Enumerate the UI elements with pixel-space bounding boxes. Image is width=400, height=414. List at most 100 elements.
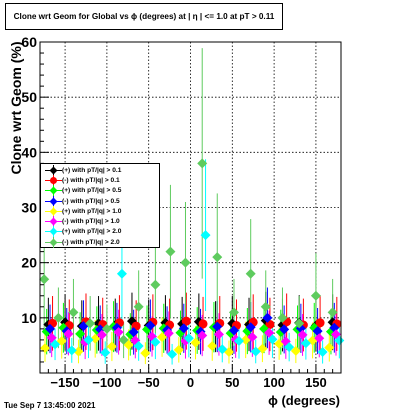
data-point-s7-p15 [277, 312, 288, 323]
data-point-s7-p18 [327, 307, 338, 318]
legend-marker-icon [45, 195, 62, 207]
legend-marker-icon [45, 216, 62, 228]
legend-marker-icon [45, 185, 62, 197]
data-point-s6-p14 [284, 342, 295, 353]
data-point-s7-p5 [118, 334, 129, 345]
data-point-s1-p8 [181, 316, 191, 326]
data-point-s5-p10 [213, 329, 224, 340]
data-point-s6-p1 [66, 345, 77, 356]
legend-marker-icon [45, 174, 62, 186]
legend-label: (-) with pT/|q| > 2.0 [62, 238, 120, 246]
data-point-s3-p16 [312, 326, 323, 337]
data-point-s5-p15 [297, 329, 308, 340]
data-point-s3-p11 [228, 325, 239, 336]
data-point-s3-p14 [279, 324, 290, 335]
data-point-s6-p17 [334, 335, 345, 346]
data-point-s4-p6 [140, 348, 151, 359]
x-tick-label-3: 0 [187, 375, 194, 390]
legend-label: (+) with pT/|q| > 0.1 [62, 166, 122, 174]
data-point-s3-p6 [145, 320, 156, 331]
legend-marker-icon [45, 205, 62, 217]
legend-label: (-) with pT/|q| > 1.0 [62, 218, 120, 226]
data-point-s7-p7 [150, 279, 161, 290]
data-point-s6-p6 [150, 337, 161, 348]
legend-entry: (+) with pT/|q| > 0.1 [43, 164, 159, 176]
x-tick-label-5: 100 [263, 375, 285, 390]
legend-entry: (-) with pT/|q| > 1.0 [43, 216, 159, 228]
legend-entry: (+) with pT/|q| > 1.0 [43, 205, 159, 217]
data-point-s1-p9 [198, 319, 208, 329]
data-point-s7-p1 [53, 312, 64, 323]
legend-marker-icon [45, 226, 62, 238]
data-point-s3-p10 [212, 321, 223, 332]
legend-entry: (-) with pT/|q| > 0.1 [43, 174, 159, 186]
data-point-s7-p11 [212, 252, 223, 263]
data-point-s5-p3 [96, 329, 107, 340]
data-point-s6-p3 [100, 347, 111, 358]
data-point-s6-p16 [317, 347, 328, 358]
legend-marker-icon [45, 236, 62, 248]
data-point-s6-p5 [133, 340, 144, 351]
data-point-s7-p9 [180, 257, 191, 268]
legend-label: (+) with pT/|q| > 0.5 [62, 187, 122, 195]
data-point-s6-p13 [267, 334, 278, 345]
y-tick-label-4: 50 [21, 89, 37, 105]
y-tick-label-3: 40 [21, 144, 37, 160]
y-tick-label-1: 20 [21, 255, 37, 271]
data-point-s3-p12 [245, 322, 256, 333]
x-tick-label-2: −50 [138, 375, 160, 390]
legend-entry: (-) with pT/|q| > 0.5 [43, 195, 159, 207]
data-point-s6-p8 [183, 333, 194, 344]
data-point-s4-p9 [190, 337, 201, 348]
data-point-s6-p10 [217, 344, 228, 355]
legend-entry: (-) with pT/|q| > 2.0 [43, 236, 159, 248]
data-point-s4-p15 [290, 345, 301, 356]
data-point-s6-p11 [233, 336, 244, 347]
data-point-s5-p7 [163, 328, 174, 339]
data-point-s6-p7 [167, 349, 178, 360]
data-point-s2-p2 [75, 328, 86, 339]
y-tick-label-0: 10 [21, 310, 37, 326]
legend-entry: (+) with pT/|q| > 2.0 [43, 226, 159, 238]
data-point-s6-p15 [300, 338, 311, 349]
legend-label: (-) with pT/|q| > 0.5 [62, 197, 120, 205]
data-point-s7-p14 [260, 301, 271, 312]
data-point-s3-p13 [262, 312, 273, 323]
y-tick-label-5: 60 [21, 34, 37, 50]
legend-label: (+) with pT/|q| > 1.0 [62, 207, 122, 215]
data-point-s4-p8 [173, 344, 184, 355]
y-axis-title: Clone wrt Geom (%) [8, 41, 24, 174]
data-point-s4-p2 [73, 346, 84, 357]
x-tick-label-1: −100 [92, 375, 121, 390]
timestamp: Tue Sep 7 13:45:00 2021 [4, 401, 96, 410]
data-point-s5-p4 [113, 327, 124, 338]
data-point-s7-p8 [165, 246, 176, 257]
data-point-s4-p3 [90, 333, 101, 344]
legend-label: (+) with pT/|q| > 2.0 [62, 228, 122, 236]
data-point-s6-p2 [83, 334, 94, 345]
data-point-s5-p1 [63, 328, 74, 339]
data-point-s4-p4 [106, 341, 117, 352]
data-point-s7-p2 [68, 307, 79, 318]
y-tick-label-2: 30 [21, 200, 37, 216]
data-point-s5-p16 [314, 333, 325, 344]
data-point-s6-p12 [250, 346, 261, 357]
chart-title: Clone wrt Geom for Global vs ϕ (degrees)… [5, 3, 283, 30]
data-point-s7-p10 [197, 158, 208, 169]
data-point-s7-p3 [85, 318, 96, 329]
data-point-s6-p4 [116, 268, 127, 279]
data-markers [39, 158, 345, 360]
legend-entry: (+) with pT/|q| > 0.5 [43, 185, 159, 197]
data-point-s7-p17 [310, 290, 321, 301]
legend-marker-icon [45, 164, 62, 176]
axis-ticks: −150 −100 −50 0 50 100 150 10 20 30 40 50 60 [21, 34, 342, 390]
data-point-s4-p7 [157, 332, 168, 343]
data-point-s7-p12 [228, 307, 239, 318]
x-tick-label-6: 150 [305, 375, 327, 390]
data-point-s5-p9 [197, 330, 208, 341]
data-point-s3-p5 [128, 327, 139, 338]
legend-label: (-) with pT/|q| > 0.1 [62, 176, 120, 184]
data-point-s7-p4 [101, 323, 112, 334]
data-point-s5-p12 [247, 332, 258, 343]
